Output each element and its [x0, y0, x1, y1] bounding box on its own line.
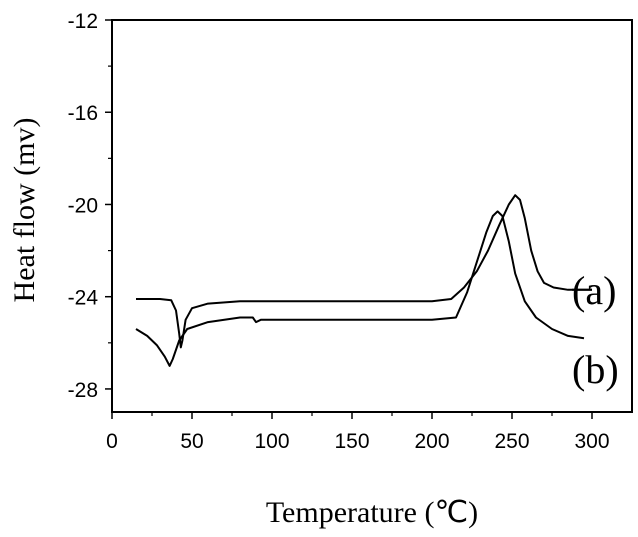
x-tick-label: 200	[414, 430, 449, 453]
x-tick-label: 50	[180, 430, 203, 453]
x-tick-label: 100	[254, 430, 289, 453]
x-axis-title: Temperature (℃)	[266, 496, 478, 529]
y-tick-label: -24	[68, 287, 99, 310]
series-line-b	[135, 210, 585, 367]
axes-frame	[111, 19, 633, 413]
x-tick-label: 150	[334, 430, 369, 453]
y-axis-title: Heat flow (mv)	[8, 118, 41, 303]
y-tick-label: -12	[68, 10, 98, 33]
y-tick-label: -16	[68, 102, 98, 125]
x-tick-label: 0	[106, 430, 118, 453]
series-line-a	[136, 194, 592, 349]
plot-frame	[111, 19, 633, 413]
x-axis-ticks: 0 50 100 150 200 250 300	[106, 412, 610, 453]
x-tick-label: 250	[494, 430, 529, 453]
series-labels: (a) (b)	[572, 268, 619, 392]
series-label-b: (b)	[572, 347, 619, 392]
x-tick-label: 300	[574, 430, 609, 453]
y-tick-label: -20	[68, 194, 98, 217]
y-tick-label: -28	[68, 379, 98, 402]
y-axis-ticks: -12 -16 -20 -24 -28	[68, 10, 112, 402]
series-layer	[135, 194, 592, 367]
series-label-a: (a)	[572, 268, 616, 313]
